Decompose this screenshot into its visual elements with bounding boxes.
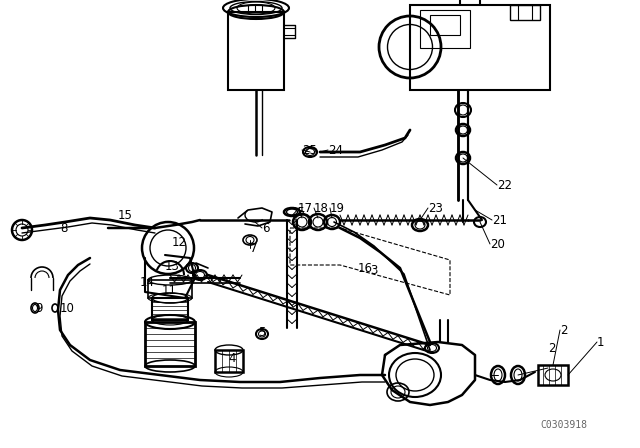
Text: 23: 23 (428, 202, 443, 215)
Text: C0303918: C0303918 (540, 420, 587, 430)
Text: 25: 25 (290, 206, 305, 219)
Text: 16: 16 (358, 262, 373, 275)
Text: 3: 3 (370, 263, 378, 276)
Bar (228, 12, 284, 90)
Text: 5: 5 (258, 326, 266, 339)
Text: 18: 18 (314, 202, 329, 215)
Text: 19: 19 (330, 202, 345, 215)
Text: 14: 14 (140, 276, 155, 289)
Text: 24: 24 (328, 143, 343, 156)
Text: 17: 17 (298, 202, 313, 215)
Text: 12: 12 (172, 236, 187, 249)
Text: 11: 11 (162, 284, 177, 297)
Bar (215, 350, 243, 372)
Text: 6: 6 (262, 221, 269, 234)
Bar (145, 322, 195, 366)
Text: 13: 13 (165, 259, 180, 272)
Text: 4: 4 (228, 352, 236, 365)
Text: 8: 8 (60, 221, 67, 234)
Bar (430, 15, 460, 35)
Text: 9: 9 (35, 302, 42, 314)
Bar (410, 5, 550, 90)
Text: 21: 21 (492, 214, 507, 227)
Text: 2: 2 (560, 323, 568, 336)
Bar (152, 298, 188, 320)
Text: 20: 20 (490, 237, 505, 250)
Text: 7: 7 (250, 241, 257, 254)
Text: 10: 10 (60, 302, 75, 314)
Bar (420, 10, 470, 48)
Bar (148, 280, 192, 298)
Text: 25: 25 (302, 143, 317, 156)
Text: 22: 22 (497, 178, 512, 191)
Bar (510, 5, 540, 20)
Bar (538, 365, 568, 385)
Text: 15: 15 (118, 208, 133, 221)
Text: 1: 1 (597, 336, 605, 349)
Text: 2: 2 (548, 341, 556, 354)
